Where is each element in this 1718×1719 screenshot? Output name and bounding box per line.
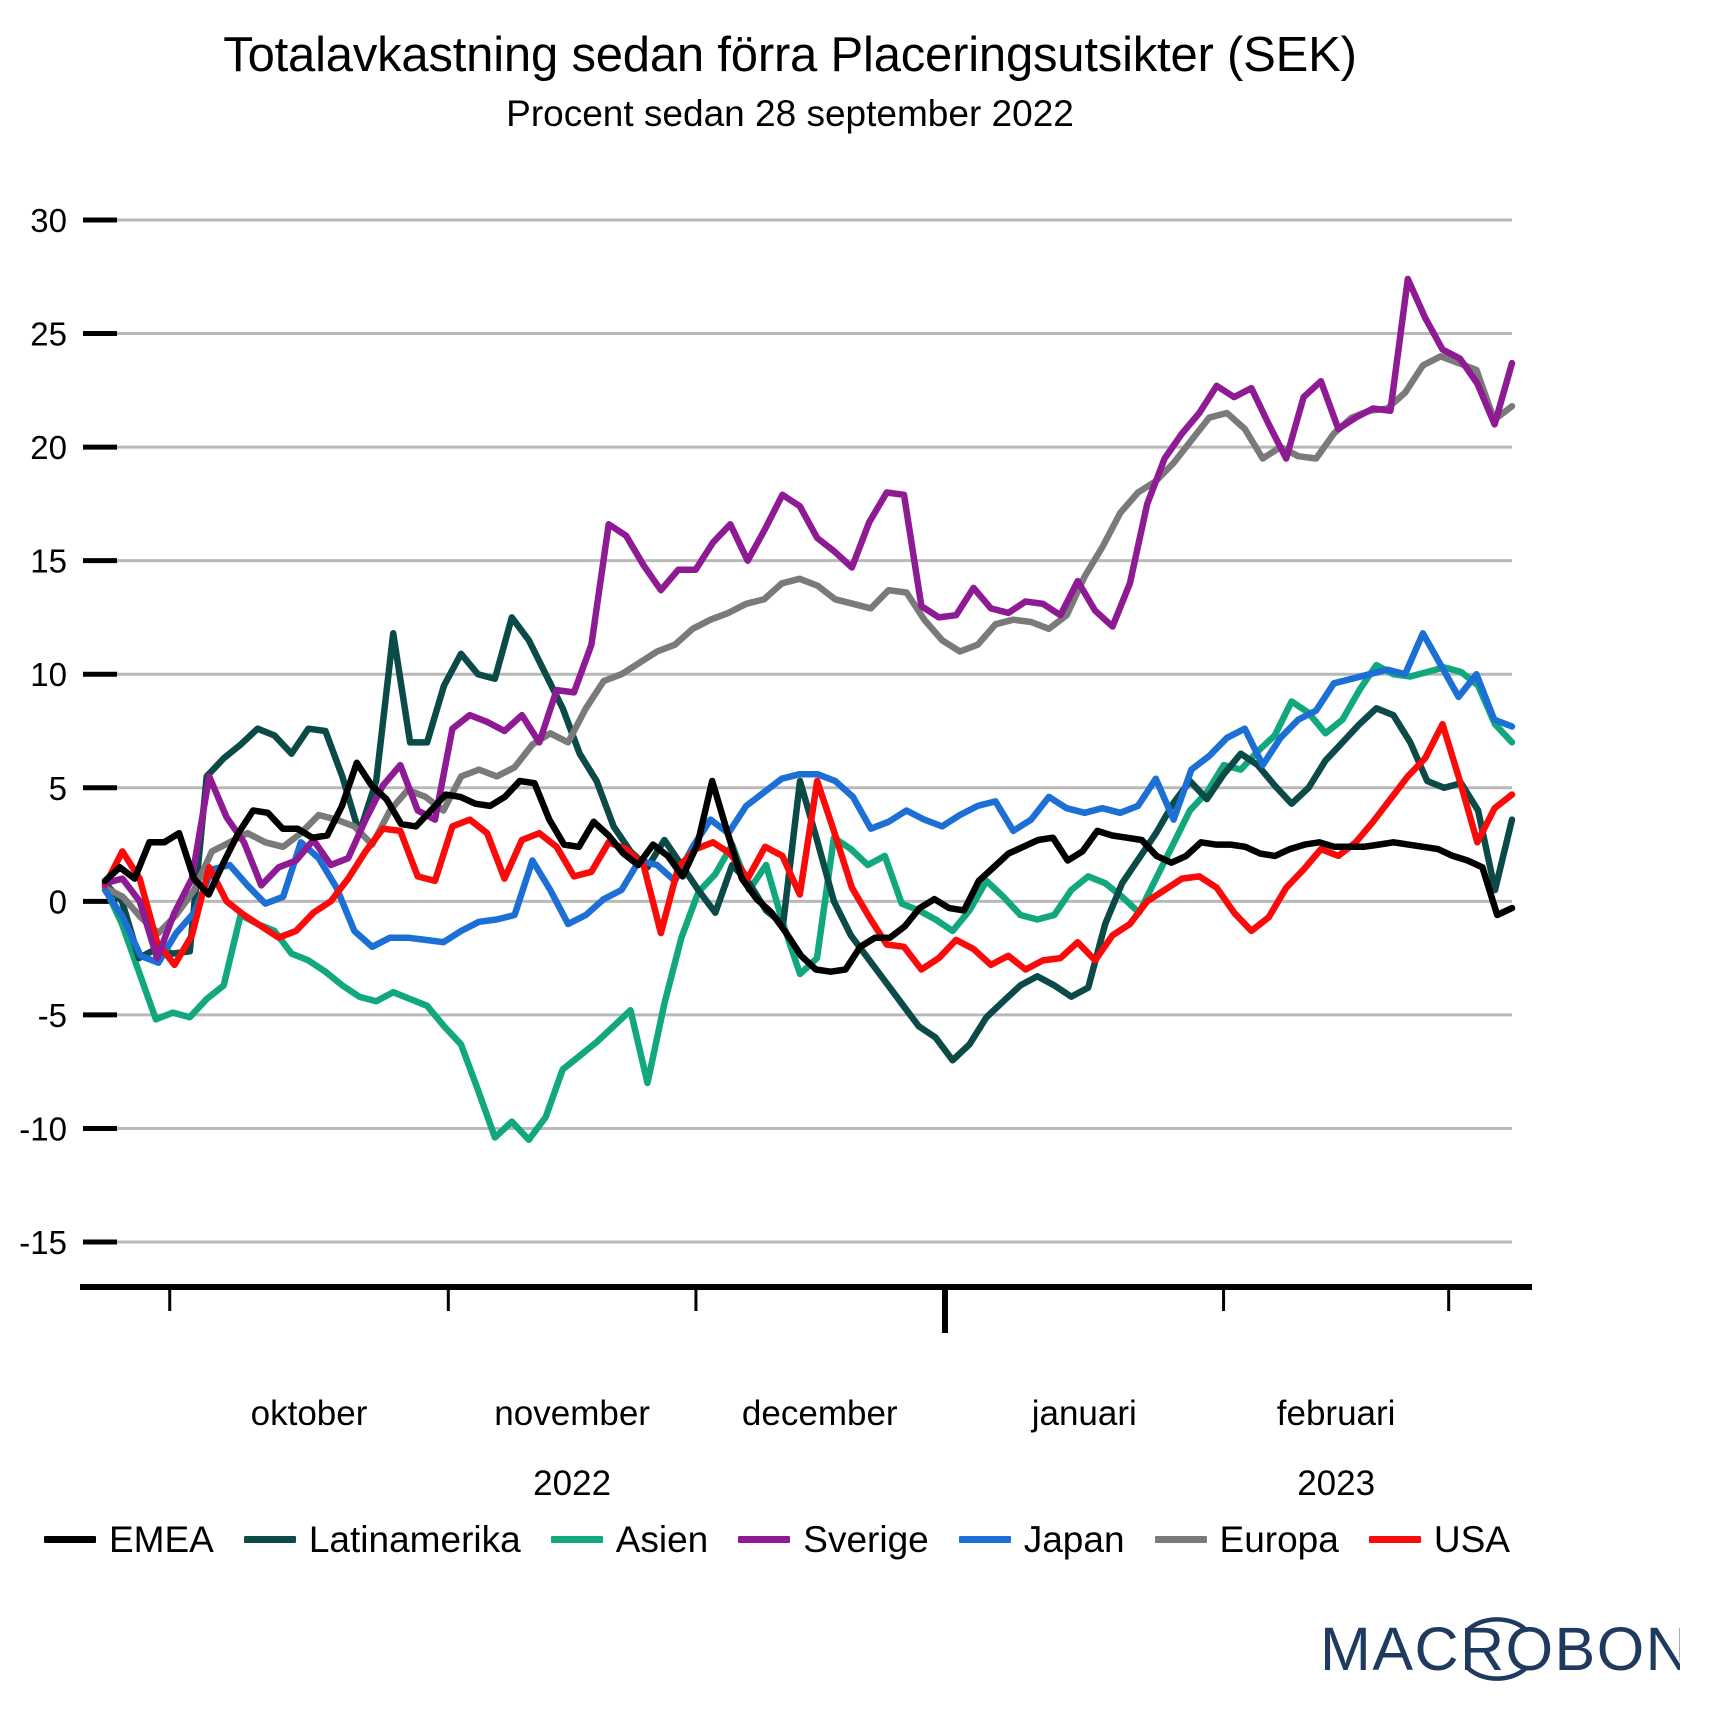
legend-item-emea[interactable]: EMEA <box>44 1521 214 1558</box>
x-axis-month-label: januari <box>1031 1394 1137 1433</box>
x-axis-month-label: december <box>742 1394 898 1433</box>
legend-item-label: Japan <box>1023 1519 1125 1560</box>
legend-swatch-icon <box>958 1536 1011 1543</box>
x-axis-month-label: november <box>494 1394 650 1433</box>
series-line-usa <box>101 720 1516 973</box>
series-group <box>101 275 1516 1144</box>
legend-item-sverige[interactable]: Sverige <box>738 1519 929 1560</box>
legend-swatch-icon <box>1368 1536 1421 1543</box>
logo-arc-bottom <box>1465 1665 1529 1681</box>
y-axis-tick-label: 5 <box>49 770 67 807</box>
legend-item-japan[interactable]: Japan <box>958 1519 1125 1560</box>
legend-swatch-icon <box>44 1536 96 1543</box>
y-axis-gridlines: 30 25 20 15 10 5 0 -5 -10 -15 <box>19 202 1512 1261</box>
legend-item-latinamerika[interactable]: Latinamerika <box>243 1519 521 1560</box>
y-axis-tick-label: 30 <box>30 202 67 239</box>
y-axis-tick-label: 0 <box>49 883 67 920</box>
legend-item-label: Europa <box>1219 1519 1339 1560</box>
series-line-latinamerika <box>101 614 1516 1064</box>
page-title: Totalavkastning sedan förra Placeringsut… <box>223 28 1357 82</box>
y-axis-tick-label: 10 <box>30 656 67 693</box>
legend-item-label: Latinamerika <box>308 1519 521 1560</box>
legend-item-asien[interactable]: Asien <box>550 1519 709 1560</box>
legend-item-label: Sverige <box>803 1519 929 1560</box>
legend-item-europa[interactable]: Europa <box>1154 1519 1339 1560</box>
x-axis-year-label: 2023 <box>1297 1464 1375 1503</box>
legend-swatch-icon <box>1154 1536 1207 1543</box>
y-axis-tick-label: -10 <box>19 1110 67 1147</box>
legend-swatch-icon <box>738 1536 791 1543</box>
macrobond-logo: MACROBOND <box>1320 1608 1718 1690</box>
y-axis-tick-label: 25 <box>30 316 67 353</box>
series-line-sverige <box>101 275 1516 962</box>
legend-item-label: EMEA <box>109 1519 214 1560</box>
legend-swatch-icon <box>550 1536 603 1543</box>
chart-legend: EMEA Latinamerika Asien Sverige Japan Europa U… <box>44 1519 1510 1560</box>
page-subtitle: Procent sedan 28 september 2022 <box>506 92 1074 134</box>
y-axis-tick-label: 20 <box>30 429 67 466</box>
legend-item-label: USA <box>1433 1519 1510 1560</box>
series-line-emea <box>101 759 1516 975</box>
series-line-europa <box>101 353 1516 937</box>
logo-arc-top <box>1465 1617 1529 1633</box>
x-axis-month-label: februari <box>1277 1394 1396 1433</box>
x-axis-month-label: oktober <box>251 1394 368 1433</box>
x-axis-year-label: 2022 <box>533 1464 611 1503</box>
y-axis-tick-label: -15 <box>19 1224 67 1261</box>
macrobond-wordmark: MACROBOND <box>1320 1615 1680 1683</box>
legend-item-usa[interactable]: USA <box>1368 1519 1510 1560</box>
macrobond-logo-icon: MACROBOND <box>1320 1615 1718 1683</box>
legend-item-label: Asien <box>615 1519 709 1560</box>
y-axis-tick-label: -5 <box>38 997 67 1034</box>
title-block: Totalavkastning sedan förra Placeringsut… <box>0 28 1580 136</box>
legend-swatch-icon <box>243 1536 296 1543</box>
y-axis-tick-label: 15 <box>30 543 67 580</box>
